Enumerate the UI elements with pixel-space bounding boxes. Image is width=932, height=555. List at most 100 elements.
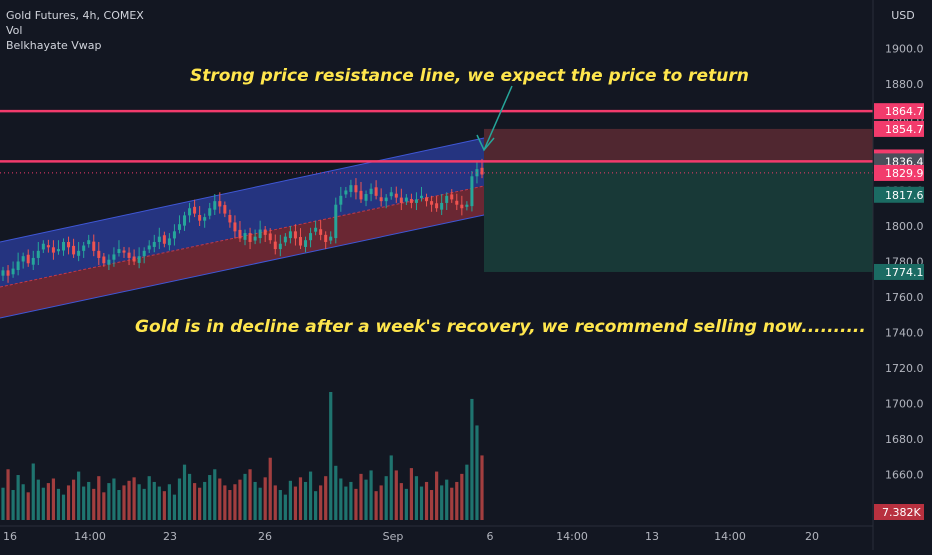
candle-body: [213, 201, 217, 210]
symbol-title[interactable]: Gold Futures, 4h, COMEX: [6, 9, 144, 22]
volume-bar: [61, 494, 66, 520]
candle-body: [314, 227, 318, 232]
candle-body: [36, 250, 40, 258]
candle-body: [309, 233, 313, 241]
resistance-annotation[interactable]: Strong price resistance line, we expect …: [190, 66, 749, 86]
candle-body: [21, 256, 25, 262]
indicator-vwap[interactable]: Belkhayate Vwap: [6, 39, 102, 52]
price-badge: [874, 120, 924, 137]
indicator-vol[interactable]: Vol: [6, 24, 23, 37]
candle-body: [107, 259, 111, 265]
candle-body: [273, 241, 277, 250]
volume-bar: [435, 471, 439, 520]
candle-body: [470, 176, 474, 207]
volume-bar: [354, 488, 358, 520]
candle-body: [122, 250, 126, 253]
candle-body: [465, 204, 469, 207]
candle-body: [419, 195, 423, 198]
candle-body: [56, 249, 60, 252]
volume-bar: [177, 478, 182, 520]
volume-bar: [374, 491, 378, 520]
candle-body: [399, 197, 403, 203]
candle-body: [72, 245, 76, 255]
candle-body: [248, 233, 252, 242]
candle-body: [288, 231, 292, 239]
candle-body: [238, 229, 242, 239]
volume-bar: [278, 490, 282, 520]
volume-bar: [167, 484, 171, 520]
x-tick-label: 6: [487, 530, 494, 543]
volume-bar: [359, 473, 363, 520]
candle-body: [364, 194, 368, 201]
volume-bar: [424, 481, 429, 520]
volume-bar: [409, 468, 414, 520]
volume-bar: [6, 469, 10, 520]
candle-body: [183, 215, 187, 226]
candle-body: [102, 256, 106, 264]
volume-bar: [319, 485, 323, 520]
price-badge: [874, 164, 924, 181]
candle-body: [228, 214, 232, 223]
chart-legend: Gold Futures, 4h, COMEX Vol Belkhayate V…: [6, 8, 144, 53]
x-tick-label: 26: [258, 530, 272, 543]
candle-body: [11, 268, 15, 275]
sell-annotation[interactable]: Gold is in decline after a week's recove…: [135, 317, 866, 337]
candle-body: [46, 245, 50, 248]
annotation-arrow: [483, 85, 513, 151]
volume-bar: [97, 476, 101, 520]
candle-body: [223, 205, 227, 214]
price-badge-label: 1854.7: [885, 123, 924, 136]
price-badge: [874, 263, 924, 280]
candle-body: [157, 236, 161, 242]
volume-bar: [258, 487, 262, 520]
y-tick-label: 1760.0: [885, 291, 924, 304]
candle-body: [278, 243, 282, 250]
volume-bar: [445, 479, 449, 520]
candle-body: [409, 199, 413, 203]
stop-loss-zone: [484, 128, 873, 162]
volume-bar: [470, 398, 474, 520]
y-tick-label: 1660.0: [885, 469, 924, 482]
volume-bar: [450, 487, 454, 520]
volume-bar: [203, 481, 207, 520]
volume-bar: [344, 486, 348, 520]
volume-bar: [394, 470, 398, 520]
candle-body: [31, 257, 35, 265]
volume-bar: [213, 469, 217, 520]
candle-body: [147, 245, 151, 250]
candle-body: [414, 199, 418, 203]
volume-bar: [429, 490, 434, 520]
x-tick-label: Sep: [383, 530, 404, 543]
volume-bar: [288, 480, 292, 520]
price-badge-label: 1829.9: [885, 167, 924, 180]
volume-bar: [480, 455, 484, 520]
take-profit-zone: [484, 161, 873, 272]
y-tick-label: 1740.0: [885, 327, 924, 340]
channel-mid-line: [0, 185, 485, 288]
volume-bar: [112, 478, 116, 520]
volume-bar: [142, 488, 146, 520]
y-tick-label: 1680.0: [885, 433, 924, 446]
candle-body: [450, 194, 454, 200]
candle-body: [349, 185, 353, 192]
candle-body: [374, 187, 378, 196]
volume-bar: [243, 473, 247, 520]
volume-bar: [182, 464, 187, 520]
candle-body: [6, 270, 10, 276]
candle-body: [359, 190, 363, 200]
volume-bar: [132, 477, 136, 520]
volume-bar: [36, 479, 40, 520]
volume-bar: [11, 490, 15, 520]
candle-body: [334, 204, 338, 239]
candle-body: [218, 201, 222, 207]
candle-body: [319, 229, 323, 235]
candle-body: [137, 256, 141, 263]
candle-body: [67, 241, 71, 248]
x-tick-label: 23: [163, 530, 177, 543]
candle-body: [117, 249, 121, 253]
currency-button[interactable]: USD: [883, 6, 923, 24]
candle-body: [82, 245, 86, 251]
volume-bar: [127, 480, 131, 520]
